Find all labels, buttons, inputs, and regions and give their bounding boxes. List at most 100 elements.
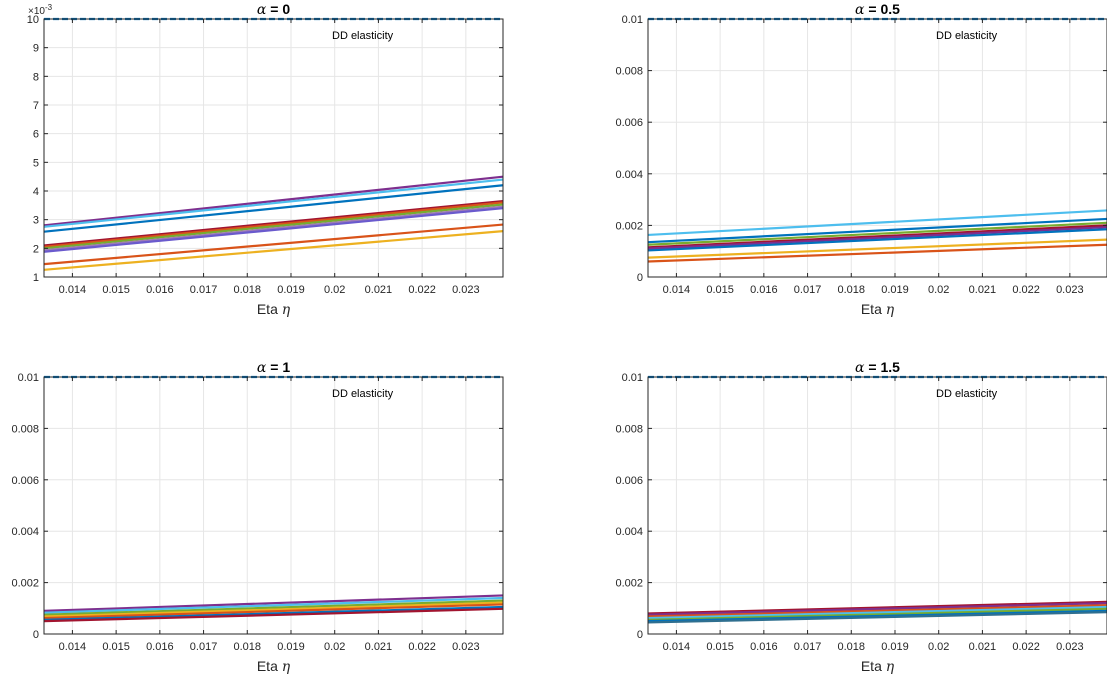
y-tick-label: 0.002: [615, 220, 643, 232]
series-line: [647, 209, 1107, 237]
series-line: [43, 199, 504, 247]
axes-box: [43, 18, 504, 278]
series-line: [43, 605, 504, 621]
x-tick-label: 0.014: [59, 641, 87, 653]
axes-box: [43, 376, 504, 635]
x-tick-label: 0.018: [838, 284, 866, 296]
dd-elasticity-label: DD elasticity: [332, 388, 394, 400]
plot-area: [44, 377, 503, 634]
x-tick-label: 0.021: [365, 284, 393, 296]
series-group: [43, 175, 504, 271]
x-tick-label: 0.016: [750, 641, 778, 653]
x-tick-label: 0.021: [969, 641, 997, 653]
series-line: [43, 184, 504, 233]
x-tick-label: 0.016: [750, 284, 778, 296]
y-tick-label: 0.008: [615, 66, 643, 78]
x-axis-label: Eta η: [861, 301, 895, 318]
x-tick-label: 0.023: [452, 284, 480, 296]
x-tick-label: 0.017: [190, 284, 218, 296]
y-tick-label: 6: [33, 129, 39, 141]
x-axis-label: Eta η: [257, 301, 291, 318]
chart-title: α = 1.5: [855, 359, 900, 376]
plot-area: [44, 19, 503, 277]
x-tick-label: 0.021: [969, 284, 997, 296]
y-exponent-label: ×10-3: [28, 3, 53, 17]
x-tick-label: 0.014: [663, 641, 691, 653]
y-tick-label: 0.01: [622, 14, 643, 26]
series-line: [647, 238, 1107, 259]
chart-title: α = 0: [257, 1, 290, 18]
plot-area: [648, 377, 1107, 634]
dd-elasticity-label: DD elasticity: [332, 30, 394, 42]
series-line: [43, 207, 504, 253]
x-tick-label: 0.015: [706, 641, 734, 653]
x-tick-label: 0.02: [928, 641, 949, 653]
y-tick-label: 0: [33, 629, 39, 641]
x-tick-label: 0.017: [190, 641, 218, 653]
series-line: [647, 228, 1107, 252]
x-tick-label: 0.016: [146, 284, 174, 296]
x-tick-label: 0.017: [794, 641, 822, 653]
y-tick-label: 9: [33, 43, 39, 55]
chart-2: 0.014 0.015 0.016 0.017 0.018 0.019 0.02 0.021 0…: [615, 1, 1107, 318]
y-tick-label: 8: [33, 71, 39, 83]
series-group: [647, 209, 1107, 263]
x-tick-label: 0.019: [881, 284, 909, 296]
dd-elasticity-label: DD elasticity: [936, 30, 998, 42]
x-tick-label: 0.017: [794, 284, 822, 296]
series-line: [43, 594, 504, 612]
y-tick-label: 0.01: [18, 372, 39, 384]
x-tick-label: 0.019: [277, 284, 305, 296]
series-line: [43, 607, 504, 623]
x-tick-label: 0.018: [234, 641, 262, 653]
series-line: [647, 224, 1107, 249]
y-tick-label: 0.002: [11, 578, 39, 590]
series-line: [43, 175, 504, 227]
series-line: [43, 230, 504, 271]
series-line: [43, 603, 504, 620]
series-line: [647, 609, 1107, 623]
x-tick-label: 0.023: [1056, 284, 1084, 296]
x-tick-label: 0.022: [408, 284, 436, 296]
series-line: [647, 221, 1107, 246]
x-tick-label: 0.018: [234, 284, 262, 296]
dd-elasticity-label: DD elasticity: [936, 388, 998, 400]
series-line: [43, 599, 504, 616]
axes-box: [647, 376, 1107, 635]
x-tick-label: 0.015: [102, 284, 130, 296]
y-tick-label: 0.004: [615, 526, 643, 538]
y-tick-label: 0.006: [11, 475, 39, 487]
x-tick-label: 0.021: [365, 641, 393, 653]
chart-4: 0.014 0.015 0.016 0.017 0.018 0.019 0.02 0.021 0…: [615, 359, 1107, 675]
series-line: [43, 601, 504, 618]
series-group: [647, 600, 1107, 624]
x-tick-label: 0.02: [324, 641, 345, 653]
x-tick-label: 0.023: [1056, 641, 1084, 653]
y-tick-label: 0: [637, 629, 643, 641]
chart-title: α = 1: [257, 359, 290, 376]
y-tick-label: 0.002: [615, 578, 643, 590]
series-line: [647, 607, 1107, 621]
x-tick-label: 0.014: [663, 284, 691, 296]
y-tick-label: 7: [33, 100, 39, 112]
series-line: [43, 596, 504, 614]
y-tick-label: 10: [27, 14, 39, 26]
series-line: [647, 611, 1107, 624]
x-tick-label: 0.022: [1012, 641, 1040, 653]
y-tick-label: 1: [33, 272, 39, 284]
series-line: [647, 604, 1107, 618]
series-line: [647, 226, 1107, 250]
series-group: [43, 594, 504, 623]
x-tick-label: 0.023: [452, 641, 480, 653]
series-line: [43, 178, 504, 228]
x-tick-label: 0.019: [881, 641, 909, 653]
x-tick-label: 0.02: [324, 284, 345, 296]
y-tick-label: 0.004: [11, 526, 39, 538]
axes-box: [647, 18, 1107, 278]
x-tick-label: 0.022: [1012, 284, 1040, 296]
x-tick-label: 0.02: [928, 284, 949, 296]
x-tick-label: 0.018: [838, 641, 866, 653]
series-line: [43, 201, 504, 248]
x-tick-label: 0.016: [146, 641, 174, 653]
